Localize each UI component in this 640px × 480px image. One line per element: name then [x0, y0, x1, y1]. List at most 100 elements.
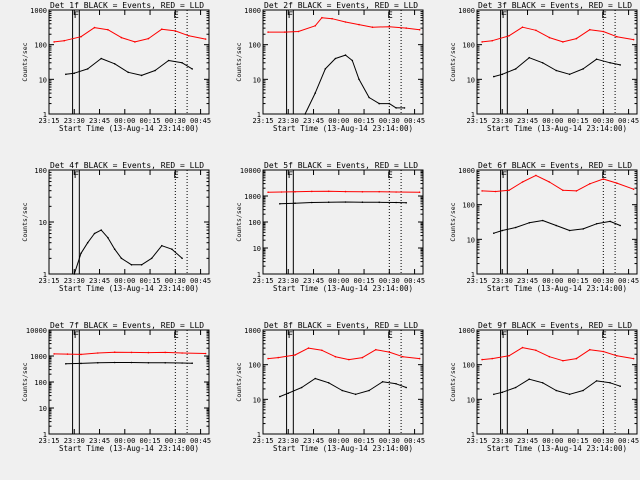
data-point-lld	[481, 190, 483, 192]
x-tick-label: 00:30	[165, 277, 186, 285]
data-point-lld	[311, 190, 313, 193]
data-point-events	[582, 68, 584, 70]
data-point-events	[501, 229, 504, 232]
series-line-lld	[482, 347, 634, 362]
x-tick-label: 23:30	[64, 437, 85, 445]
x-tick-label: 00:00	[114, 117, 135, 125]
y-tick-label: 100	[462, 202, 475, 210]
x-tick-label: 00:00	[328, 277, 349, 285]
y-axis-label: Counts/sec	[21, 362, 29, 401]
data-point-lld	[53, 41, 55, 43]
data-point-lld	[134, 41, 136, 43]
y-tick-label: 10	[467, 76, 475, 84]
panel-9: Det 9f BLACK = Events, RED = LLD 1 10 100 10…	[449, 321, 639, 453]
panel-4: Det 4f BLACK = Events, RED = LLD 1 10 100 23…	[21, 161, 211, 293]
y-tick-label: 10	[467, 236, 475, 244]
data-point-events	[493, 75, 495, 78]
y-tick-label: 1	[257, 431, 261, 439]
data-point-events	[358, 78, 360, 81]
data-point-lld	[632, 188, 635, 190]
x-tick-label: 00:30	[593, 437, 614, 445]
data-point-events	[191, 362, 193, 365]
data-point-events	[568, 229, 571, 232]
data-point-events	[619, 224, 621, 227]
data-point-events	[528, 56, 530, 59]
data-point-lld	[494, 190, 497, 193]
data-point-lld	[267, 31, 269, 33]
data-point-lld	[314, 25, 317, 27]
data-point-events	[73, 273, 76, 275]
marker-label-f: F	[74, 331, 79, 341]
data-point-events	[171, 248, 173, 250]
data-point-lld	[575, 190, 578, 192]
data-point-events	[541, 219, 544, 222]
marker-label-e: E	[173, 331, 178, 341]
data-point-lld	[174, 30, 177, 32]
data-point-lld	[418, 191, 421, 193]
data-point-events	[344, 201, 347, 203]
x-tick-label: 23:15	[466, 277, 487, 285]
data-point-lld	[589, 348, 591, 351]
panel-title: Det 7f BLACK = Events, RED = LLD	[50, 321, 204, 330]
x-tick-label: 00:15	[354, 437, 375, 445]
x-tick-label: 00:30	[165, 117, 186, 125]
series-line-lld	[268, 347, 420, 361]
marker-label-e: E	[601, 171, 606, 181]
x-tick-label: 23:45	[517, 437, 538, 445]
data-point-events	[93, 232, 96, 235]
data-point-lld	[535, 349, 537, 352]
data-point-events	[609, 382, 611, 384]
data-point-lld	[562, 41, 564, 43]
y-tick-label: 10	[253, 245, 261, 253]
y-tick-label: 100	[34, 167, 47, 175]
panel-title: Det 5f BLACK = Events, RED = LLD	[264, 161, 418, 170]
data-point-events	[368, 96, 370, 99]
x-tick-label: 23:45	[517, 277, 538, 285]
panel-5: Det 5f BLACK = Events, RED = LLD 1 10 100 10…	[235, 161, 425, 293]
x-tick-label: 00:15	[568, 117, 589, 125]
data-point-lld	[97, 352, 99, 354]
x-tick-label: 23:45	[89, 277, 110, 285]
plot-frame	[476, 9, 638, 115]
data-point-events	[378, 201, 381, 204]
x-tick-label: 00:45	[404, 277, 425, 285]
data-point-events	[619, 64, 621, 66]
data-point-events	[73, 72, 76, 74]
panel-title: Det 9f BLACK = Events, RED = LLD	[478, 321, 632, 330]
data-point-events	[120, 257, 123, 260]
data-point-events	[555, 389, 557, 392]
panel-3: Det 3f BLACK = Events, RED = LLD 1 10 100 10…	[449, 1, 639, 133]
x-tick-label: 23:30	[492, 437, 513, 445]
data-point-events	[493, 393, 495, 396]
x-tick-label: 00:45	[190, 277, 211, 285]
data-point-events	[595, 58, 598, 60]
x-tick-label: 00:45	[618, 277, 639, 285]
plot-frame	[262, 329, 424, 435]
y-tick-label: 10	[253, 396, 261, 404]
data-point-lld	[405, 27, 408, 29]
data-point-events	[395, 383, 397, 385]
data-point-lld	[284, 31, 286, 33]
x-tick-label: 23:30	[278, 277, 299, 285]
data-point-lld	[388, 351, 391, 353]
x-tick-label: 23:45	[89, 117, 110, 125]
data-point-lld	[491, 39, 494, 42]
panel-1: Det 1f BLACK = Events, RED = LLD 1 10 100 10…	[21, 1, 211, 133]
series-line-events	[279, 378, 407, 398]
data-point-events	[378, 102, 381, 105]
data-point-lld	[80, 35, 82, 38]
data-point-events	[130, 361, 133, 364]
x-tick-label: 23:15	[466, 117, 487, 125]
x-tick-label: 00:15	[354, 117, 375, 125]
data-point-events	[100, 229, 102, 231]
x-axis-label: Start Time (13-Aug-14 23:14:00)	[59, 124, 199, 133]
plot-frame	[48, 9, 210, 115]
data-point-events	[80, 252, 82, 255]
plot-frame	[262, 9, 424, 115]
x-tick-label: 23:15	[252, 277, 273, 285]
y-tick-label: 10000	[26, 327, 47, 335]
x-tick-label: 00:30	[165, 437, 186, 445]
data-point-events	[100, 57, 102, 60]
data-point-lld	[616, 182, 618, 184]
data-point-events	[311, 201, 313, 204]
